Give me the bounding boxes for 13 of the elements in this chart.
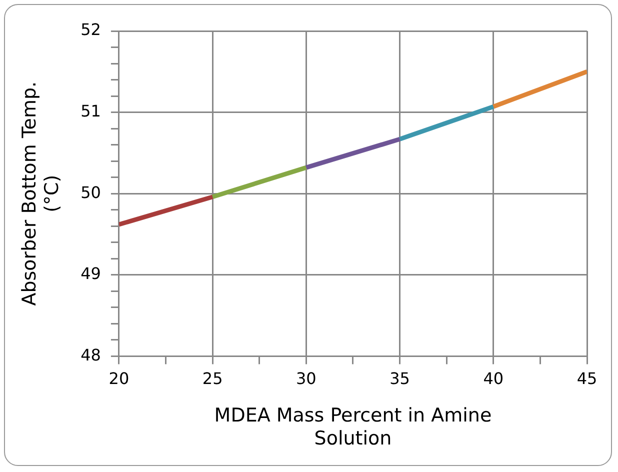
x-tick-label: 25 [202,368,223,388]
x-tick-label: 45 [576,368,598,388]
y-tick-label: 48 [80,345,101,364]
y-tick-label: 52 [80,20,101,40]
y-tick-label: 49 [80,264,101,284]
x-tick-label: 20 [108,368,130,388]
y-axis-title: Absorber Bottom Temp. (°C) [18,81,64,306]
x-tick-label: 40 [483,368,504,388]
x-tick-label: 35 [390,368,410,388]
x-tick-label: 30 [296,368,316,388]
y-tick-label: 50 [80,182,101,202]
x-axis-title: MDEA Mass Percent in Amine Solution [214,404,492,450]
y-tick-label: 51 [80,101,101,120]
